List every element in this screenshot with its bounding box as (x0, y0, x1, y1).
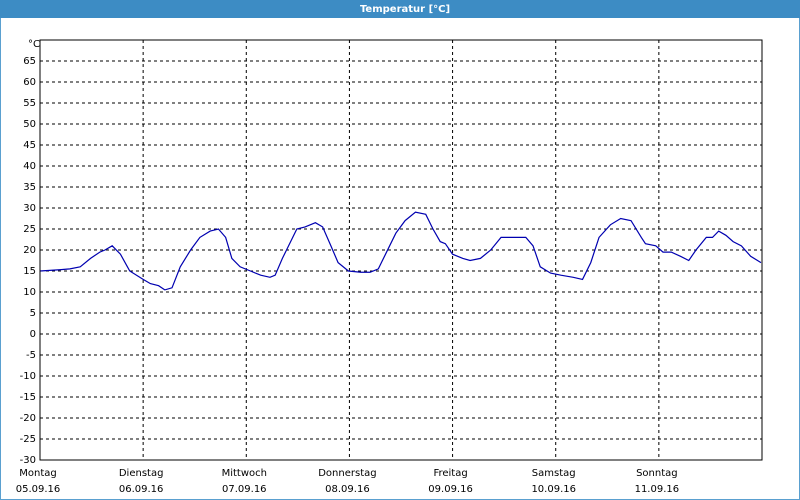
y-axis-label: °C (28, 39, 40, 50)
y-tick-label: -10 (20, 371, 36, 382)
y-tick-label: 40 (23, 161, 36, 172)
y-tick-label: 55 (23, 98, 36, 109)
x-tick-date: 07.09.16 (222, 484, 267, 495)
y-tick-label: 5 (30, 308, 36, 319)
y-tick-label: -30 (20, 455, 36, 466)
temperature-line (39, 211, 762, 291)
y-tick-label: 0 (30, 329, 36, 340)
x-tick-label: Freitag (433, 468, 467, 479)
x-tick-date: 10.09.16 (531, 484, 576, 495)
y-tick-label: 65 (23, 56, 36, 67)
y-tick-label: 15 (23, 266, 36, 277)
y-tick-label: 25 (23, 224, 36, 235)
y-tick-label: 50 (23, 119, 36, 130)
y-tick-label: -5 (26, 350, 36, 361)
y-tick-label: 60 (23, 77, 36, 88)
x-tick-date: 11.09.16 (635, 484, 680, 495)
x-tick-date: 09.09.16 (428, 484, 473, 495)
title-bar (0, 0, 800, 18)
x-tick-label: Donnerstag (318, 468, 376, 479)
chart-title: Temperatur [°C] (360, 4, 450, 15)
x-tick-date: 05.09.16 (16, 484, 61, 495)
y-tick-label: 20 (23, 245, 36, 256)
plot-frame (39, 39, 763, 461)
x-tick-label: Mittwoch (222, 468, 267, 479)
y-tick-label: 10 (23, 287, 36, 298)
y-tick-label: 30 (23, 203, 36, 214)
x-tick-date: 08.09.16 (325, 484, 370, 495)
x-tick-label: Sonntag (636, 468, 678, 479)
x-tick-label: Montag (19, 468, 56, 479)
y-tick-label: 45 (23, 140, 36, 151)
y-tick-label: -15 (20, 392, 36, 403)
x-tick-date: 06.09.16 (119, 484, 164, 495)
x-tick-label: Samstag (532, 468, 576, 479)
y-tick-label: -25 (20, 434, 36, 445)
x-tick-label: Dienstag (119, 468, 164, 479)
y-tick-label: -20 (20, 413, 36, 424)
y-tick-label: 35 (23, 182, 36, 193)
